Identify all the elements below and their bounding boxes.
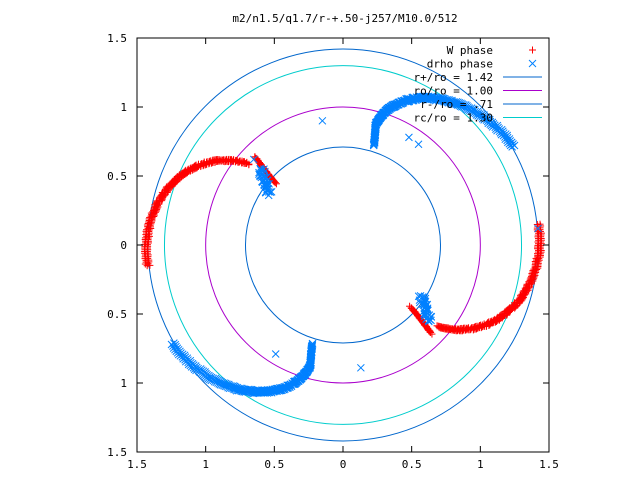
w-phase-point [409, 306, 417, 314]
legend-label: drho phase [427, 58, 493, 71]
drho-phase-point [534, 224, 542, 233]
w-phase-point [530, 274, 538, 282]
drho-phase-point [370, 139, 379, 147]
w-phase-point [408, 304, 416, 312]
w-phase-point [143, 221, 151, 229]
drho-phase-point [369, 141, 378, 150]
drho-phase-point [271, 350, 280, 358]
w-phase-point [243, 158, 251, 166]
w-phase-point [533, 265, 541, 273]
w-phase-point [205, 158, 213, 166]
reference-circle [205, 106, 481, 384]
drho-phase-point [414, 292, 423, 301]
drho-phase-point [356, 363, 365, 372]
x-tick-label: 0 [340, 458, 347, 471]
drho-phase-point [414, 140, 423, 149]
x-tick-label: 1.5 [127, 458, 147, 471]
w-phase-point [537, 240, 545, 248]
legend-label: W phase [447, 44, 493, 57]
w-phase-point [435, 324, 443, 332]
drho-phase-point [256, 172, 265, 181]
chart-title: m2/n1.5/q1.7/r-+.50-j257/M10.0/512 [232, 12, 457, 25]
y-tick-label: 0 [120, 239, 127, 252]
drho-phase-point [318, 116, 327, 125]
legend-label: r-/ro = .71 [420, 98, 493, 111]
x-tick-label: 0.5 [402, 458, 422, 471]
w-phase-point [536, 253, 544, 261]
w-phase-point [537, 248, 545, 256]
drho-phase-point [249, 155, 258, 164]
w-phase-point [143, 226, 151, 234]
y-tick-label: 0.5 [107, 170, 127, 183]
drho-phase-point [503, 133, 512, 142]
drho-phase-point [416, 292, 425, 300]
drho-phase-point [169, 342, 177, 350]
legend-marker [529, 46, 536, 54]
y-tick-label: 0.5 [107, 308, 127, 321]
x-tick-label: 1 [202, 458, 209, 471]
legend-label: rc/ro = 1.30 [414, 112, 493, 125]
w-phase-point [270, 178, 278, 186]
legend-label: r+/ro = 1.42 [414, 71, 493, 84]
data-points [141, 92, 545, 398]
drho-phase-point [493, 121, 502, 130]
x-tick-label: 0.5 [264, 458, 284, 471]
drho-phase-point [405, 133, 413, 142]
w-phase-point [535, 256, 543, 264]
reference-circle [163, 65, 523, 425]
y-tick-label: 1.5 [107, 32, 127, 45]
drho-phase-point [225, 384, 234, 393]
drho-phase-point [264, 188, 273, 196]
y-tick-label: 1.5 [107, 446, 127, 459]
x-tick-label: 1.5 [539, 458, 559, 471]
y-tick-label: 1 [120, 377, 127, 390]
axis-ticks: 1.5 1 0.5 0 0.5 1 1.51.510.500.511.5 [107, 32, 559, 471]
drho-phase-point [369, 140, 378, 149]
y-tick-label: 1 [120, 101, 127, 114]
drho-phase-point [308, 339, 317, 348]
x-tick-label: 1 [477, 458, 484, 471]
legend-marker [528, 59, 537, 68]
reference-circle [244, 146, 442, 344]
legend-label: ro/ro = 1.00 [414, 85, 493, 98]
drho-phase-point [307, 342, 316, 351]
drho-phase-point [264, 191, 273, 200]
